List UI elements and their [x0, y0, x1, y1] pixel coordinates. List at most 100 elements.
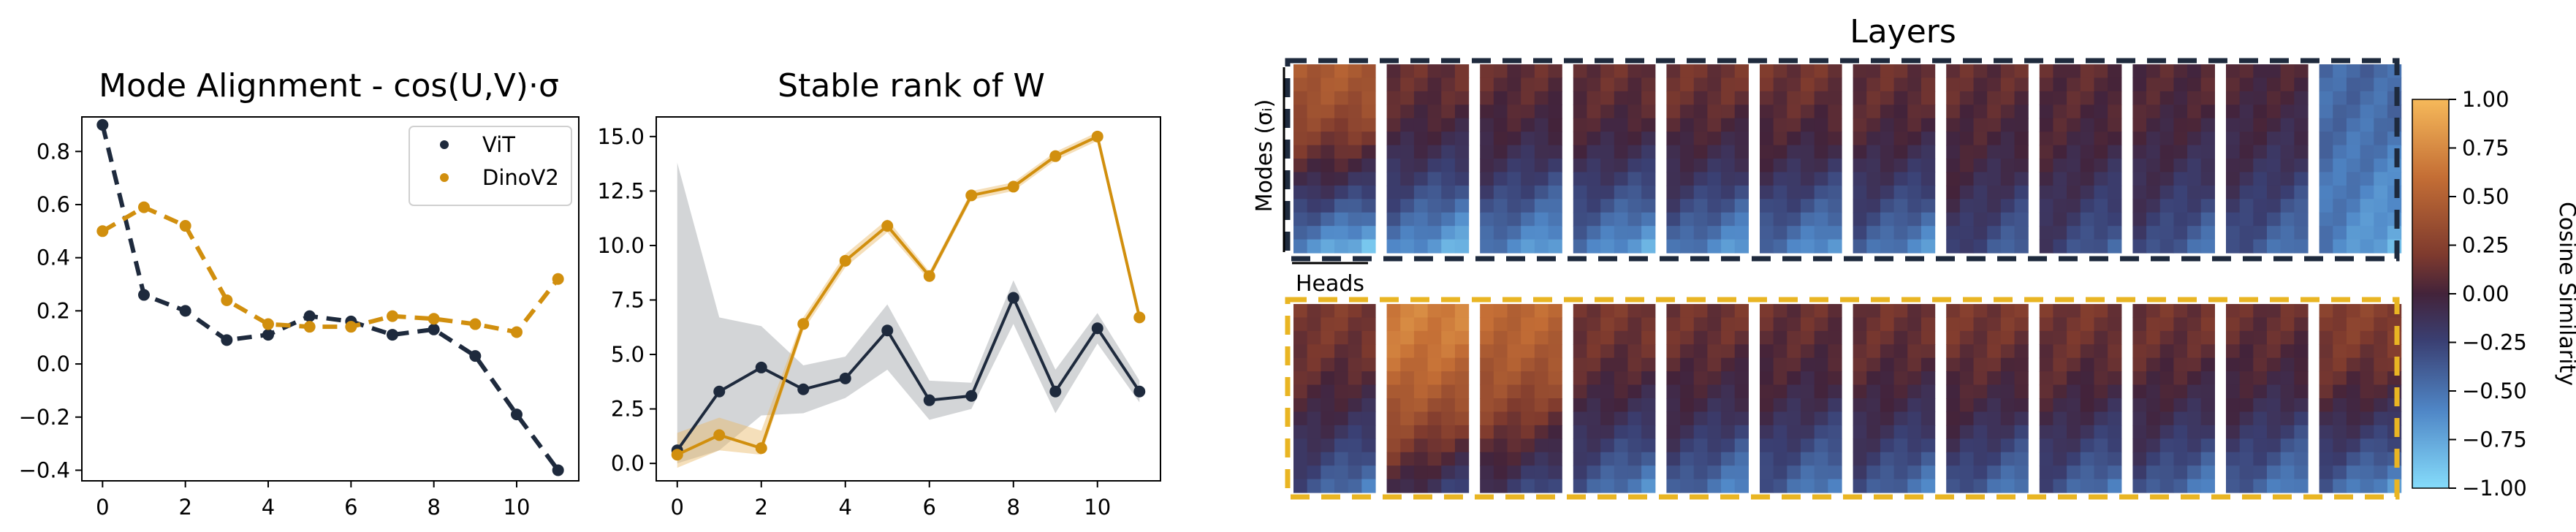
heatmap-cell [1893, 172, 1908, 186]
heatmap-cell [1400, 398, 1415, 413]
heatmap-cell [1828, 77, 1842, 92]
heatmap-cell [1548, 330, 1562, 345]
heatmap-cell [2132, 438, 2147, 453]
heatmap-cell [1427, 185, 1442, 200]
heatmap-cell [1334, 304, 1349, 319]
heatmap-cell [1721, 226, 1736, 240]
y-tick-label: 0.6 [37, 192, 70, 217]
heatmap-cell [1534, 118, 1549, 132]
heatmap-cell [1507, 452, 1521, 466]
heatmap-cell [1853, 118, 1867, 132]
heatmap-cell [1413, 479, 1429, 493]
heatmap-cell [1507, 239, 1521, 254]
heatmap-cell [1614, 317, 1629, 332]
heatmap-cell [1920, 118, 1936, 132]
heatmap-cell [2319, 185, 2333, 200]
heatmap-cell [1427, 384, 1442, 399]
heatmap-cell [1614, 104, 1629, 119]
heatmap-cell [2067, 411, 2081, 426]
heatmap-cell [1548, 344, 1562, 359]
heatmap-cell [2108, 344, 2122, 359]
heatmap-cell [2294, 411, 2309, 426]
heatmap-cell [2187, 479, 2202, 493]
heatmap-cell [1973, 452, 1988, 466]
heatmap-cell [1787, 239, 1801, 254]
layer-heatmap-vit [1946, 64, 2029, 254]
heatmap-cell [1534, 371, 1549, 386]
heatmap-cell [1760, 357, 1774, 372]
heatmap-cell [1693, 425, 1708, 439]
heatmap-cell [1853, 330, 1867, 345]
heatmap-cell [2053, 479, 2067, 493]
heatmap-cell [2187, 452, 2202, 466]
heatmap-cell [2346, 91, 2361, 105]
heatmap-cell [1573, 145, 1588, 159]
heatmap-cell [1600, 438, 1615, 453]
heatmap-cell [1334, 479, 1349, 493]
heatmap-cell [1480, 91, 1494, 105]
heatmap-cell [2280, 425, 2295, 439]
heatmap-cell [1693, 371, 1708, 386]
heatmap-cell [1386, 411, 1401, 426]
heatmap-cell [2333, 239, 2347, 254]
heatmap-cell [1361, 118, 1376, 132]
stable-rank-y-ticks: 0.02.55.07.510.012.515.0 [597, 124, 656, 476]
heatmap-cell [1627, 132, 1642, 146]
heatmap-cell [2067, 199, 2081, 213]
heatmap-cell [1573, 199, 1588, 213]
heatmap-cell [1801, 77, 1815, 92]
data-point-dinov2 [179, 220, 191, 232]
heatmap-cell [1361, 344, 1376, 359]
heatmap-cell [1693, 91, 1708, 105]
heatmap-cell [1773, 411, 1787, 426]
heatmap-cell [2132, 466, 2147, 480]
heatmap-cell [1973, 330, 1988, 345]
heatmap-cell [1853, 398, 1867, 413]
heatmap-cell [1801, 317, 1815, 332]
data-point-vit [303, 310, 316, 322]
heatmap-cell [1413, 398, 1429, 413]
heatmap-cell [2080, 452, 2095, 466]
heatmap-cell [1413, 438, 1429, 453]
heatmap-cell [2360, 145, 2374, 159]
y-tick-label: 0.4 [37, 246, 70, 270]
heatmap-cell [1666, 344, 1681, 359]
heatmap-cell [2280, 77, 2295, 92]
heatmap-cell [1666, 118, 1681, 132]
heatmap-cell [2200, 159, 2215, 173]
heatmap-cell [2080, 199, 2095, 213]
x-tick-label: 4 [262, 495, 275, 520]
heatmap-cell [1734, 479, 1749, 493]
heatmap-cell [2094, 239, 2108, 254]
heatmap-cell [1920, 199, 1936, 213]
heatmap-cell [2080, 132, 2095, 146]
heatmap-cell [1480, 239, 1494, 254]
heatmap-cell [1893, 384, 1908, 399]
heatmap-cell [1427, 425, 1442, 439]
heatmap-cell [1814, 132, 1828, 146]
heatmap-cell [1666, 77, 1681, 92]
heatmap-cell [2360, 172, 2374, 186]
heatmap-cell [1507, 330, 1521, 345]
heatmap-cell [1348, 438, 1362, 453]
heatmap-cell [1386, 479, 1401, 493]
heatmap-cell [2226, 212, 2241, 227]
heatmap-cell [1293, 132, 1308, 146]
heatmap-cell [1721, 371, 1736, 386]
heatmap-cell [2080, 212, 2095, 227]
heatmap-cell [2132, 172, 2147, 186]
heatmap-cell [1548, 452, 1562, 466]
heatmap-cell [1680, 159, 1695, 173]
heatmap-cell [1773, 425, 1787, 439]
heatmap-cell [2239, 212, 2254, 227]
heatmap-cell [1801, 330, 1815, 345]
heatmap-cell [1787, 411, 1801, 426]
heatmap-cell [1707, 159, 1722, 173]
heatmap-cell [1427, 77, 1442, 92]
heatmap-cell [2333, 398, 2347, 413]
heatmap-cell [1293, 145, 1308, 159]
layer-heatmap-vit [1386, 64, 1470, 254]
heatmap-cell [1734, 452, 1749, 466]
heatmap-cell [1693, 452, 1708, 466]
heatmap-cell [2226, 317, 2241, 332]
